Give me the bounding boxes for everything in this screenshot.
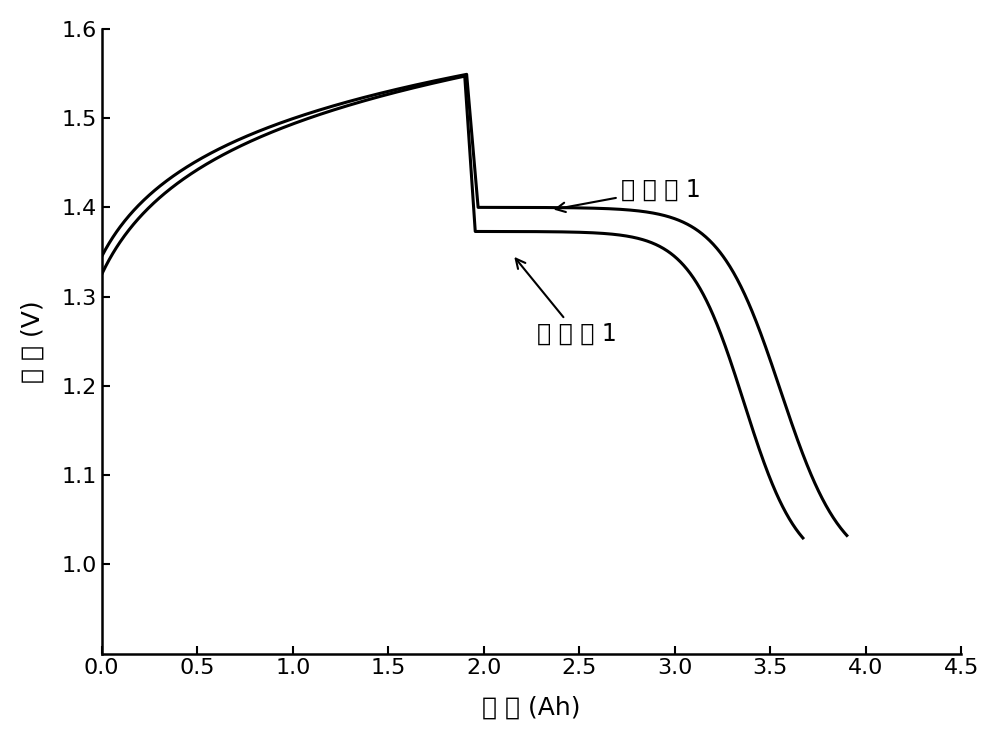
Text: 实 施 例 1: 实 施 例 1 bbox=[556, 178, 701, 212]
X-axis label: 容 量 (Ah): 容 量 (Ah) bbox=[482, 695, 581, 719]
Text: 比 较 例 1: 比 较 例 1 bbox=[516, 258, 617, 346]
Y-axis label: 电 压 (V): 电 压 (V) bbox=[21, 300, 45, 383]
